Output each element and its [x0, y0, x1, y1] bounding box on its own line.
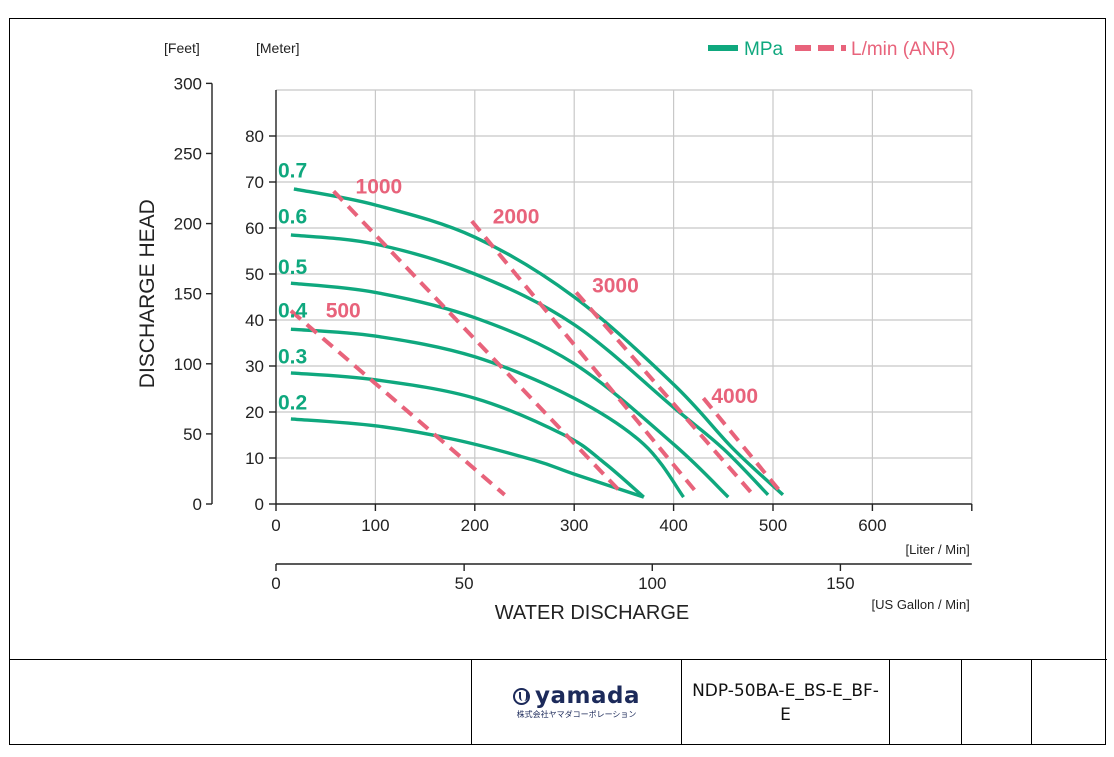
meter-tick-label: 20	[245, 403, 264, 422]
feet-tick-label: 100	[174, 355, 202, 374]
feet-tick-label: 300	[174, 74, 202, 93]
pressure-curve-0-7	[293, 187, 785, 497]
x2-tick-label: 100	[638, 574, 666, 593]
pressure-curve-0-6	[290, 233, 770, 496]
company-logo: yamada 株式会社ヤマダコーポレーション	[471, 660, 681, 745]
title-block-cell-c	[1031, 660, 1105, 745]
pressure-label: 0.6	[278, 205, 307, 228]
meter-tick-label: 80	[245, 127, 264, 146]
pressure-label: 0.2	[278, 392, 307, 415]
title-block-cell-a	[889, 660, 961, 745]
air-consumption-line-2000	[470, 219, 700, 497]
pressure-curve-0-2	[290, 417, 645, 499]
x-tick-label: 300	[560, 516, 588, 535]
x2-tick-label: 0	[271, 574, 280, 593]
legend-air-label: L/min (ANR)	[851, 39, 956, 60]
meter-tick-label: 50	[245, 265, 264, 284]
meter-tick-label: 60	[245, 219, 264, 238]
air-flow-label: 3000	[592, 274, 639, 297]
feet-unit-label: [Feet]	[164, 40, 200, 56]
pressure-label: 0.5	[278, 256, 308, 279]
pressure-label: 0.3	[278, 346, 307, 369]
pressure-curve-0-4	[290, 327, 685, 499]
meter-unit-label: [Meter]	[256, 40, 300, 56]
yamada-logo-icon	[513, 687, 530, 705]
title-block: yamada 株式会社ヤマダコーポレーション NDP-50BA-E_BS-E_B…	[10, 659, 1107, 746]
meter-tick-label: 10	[245, 449, 264, 468]
x-tick-label: 100	[361, 516, 389, 535]
air-consumption-line-3000	[574, 291, 755, 497]
feet-tick-label: 250	[174, 144, 202, 163]
pressure-label: 0.4	[278, 300, 308, 323]
air-consumption-line-500	[289, 309, 506, 497]
document-code: NDP-50BA-E_BS-E_BF-E	[681, 660, 889, 745]
x-axis-title: WATER DISCHARGE	[495, 602, 689, 624]
drawing-frame: 0 10 20 30 40 50 60 70 80 0 50 100 150 200 250 300 [Feet…	[9, 18, 1107, 746]
x-tick-label: 600	[858, 516, 886, 535]
air-flow-label: 500	[326, 300, 361, 323]
meter-tick-label: 0	[255, 495, 264, 514]
x2-tick-label: 150	[826, 574, 854, 593]
x2-unit-label: [US Gallon / Min]	[872, 597, 970, 612]
x2-tick-label: 50	[455, 574, 474, 593]
logo-word: yamada	[535, 683, 640, 709]
x-unit-label: [Liter / Min]	[906, 542, 970, 557]
air-flow-label: 2000	[493, 205, 540, 228]
feet-tick-label: 150	[174, 285, 202, 304]
title-block-cell-blank	[10, 660, 471, 745]
air-flow-label: 4000	[711, 385, 758, 408]
pressure-label: 0.7	[278, 159, 307, 182]
pump-performance-chart: 0 10 20 30 40 50 60 70 80 0 50 100 150 200 250 300 [Feet…	[136, 39, 973, 624]
air-consumption-line-1000	[332, 189, 621, 492]
title-block-cell-b	[961, 660, 1031, 745]
document-code-text: NDP-50BA-E_BS-E_BF-E	[692, 680, 879, 725]
x-tick-label: 400	[659, 516, 687, 535]
pressure-curve-0-5	[290, 281, 730, 499]
legend-mpa-label: MPa	[744, 39, 784, 60]
x-tick-label: 0	[271, 516, 280, 535]
x-tick-label: 200	[461, 516, 489, 535]
meter-tick-label: 70	[245, 173, 264, 192]
x-tick-label: 500	[759, 516, 787, 535]
air-consumption-line-4000	[701, 396, 785, 497]
feet-tick-label: 0	[193, 495, 202, 514]
y-axis-title: DISCHARGE HEAD	[136, 199, 159, 388]
air-flow-label: 1000	[356, 176, 403, 199]
feet-tick-label: 200	[174, 215, 202, 234]
meter-tick-label: 40	[245, 311, 264, 330]
logo-company-name: 株式会社ヤマダコーポレーション	[516, 710, 637, 719]
pressure-curve-0-3	[290, 371, 645, 499]
feet-tick-label: 50	[183, 425, 202, 444]
meter-tick-label: 30	[245, 357, 264, 376]
